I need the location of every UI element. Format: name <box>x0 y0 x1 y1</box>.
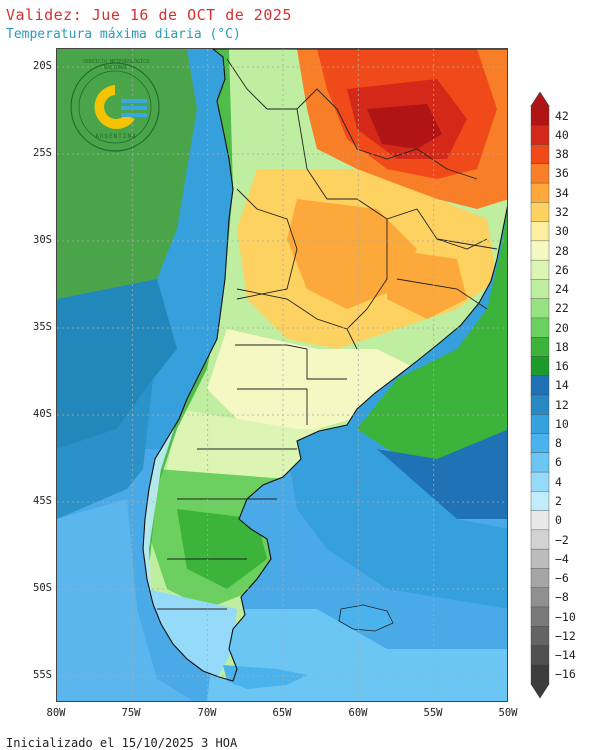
colorbar-tick-label: −12 <box>555 628 576 643</box>
colorbar-tick-label: 8 <box>555 436 562 451</box>
colorbar-swatch <box>530 645 550 666</box>
logo-bottom-caption: ARGENTINA <box>95 133 137 140</box>
colorbar-swatch <box>530 394 550 415</box>
colorbar-tick-label: −2 <box>555 532 569 547</box>
colorbar-tick-label: 38 <box>555 147 569 162</box>
colorbar-swatch <box>530 568 550 589</box>
colorbar-tick-label: 28 <box>555 243 569 258</box>
lon-label: 50W <box>498 707 518 719</box>
colorbar-swatch <box>530 626 550 646</box>
colorbar-tick-label: 36 <box>555 166 569 181</box>
colorbar-tick-label: 16 <box>555 359 569 374</box>
lon-label: 60W <box>348 707 368 719</box>
colorbar-swatch <box>530 221 550 242</box>
map-panel: SERVICIO METEOROLÓGICO NACIONAL ARGENTIN… <box>56 48 508 702</box>
lat-label: 20S <box>33 60 52 72</box>
colorbar-tick-label: 42 <box>555 108 569 123</box>
colorbar-tick-label: 4 <box>555 474 562 489</box>
grid-lines <box>57 49 507 701</box>
colorbar-swatch <box>530 452 550 473</box>
map-title: Validez: Jue 16 de OCT de 2025 <box>6 6 292 24</box>
colorbar-tick-label: 30 <box>555 224 569 239</box>
colorbar-swatch <box>530 163 550 184</box>
colorbar-swatch <box>530 279 550 300</box>
island-shape <box>338 604 394 632</box>
colorbar-arrow-top <box>530 92 550 107</box>
lon-label: 65W <box>272 707 292 719</box>
colorbar-tick-label: 24 <box>555 282 569 297</box>
colorbar-swatch <box>530 375 550 396</box>
colorbar-tick-label: −6 <box>555 571 569 586</box>
colorbar-tick-label: 32 <box>555 204 569 219</box>
colorbar-tick-label: 14 <box>555 378 569 393</box>
ocean-atlantic-warm <box>357 211 507 479</box>
colorbar-tick-label: −4 <box>555 551 569 566</box>
colorbar-tick-label: −10 <box>555 609 576 624</box>
political-borders <box>157 58 498 610</box>
colorbar-swatch <box>530 317 550 338</box>
colorbar-tick-label: 20 <box>555 320 569 335</box>
lat-label: 25S <box>33 147 52 159</box>
init-time-footer: Inicializado el 15/10/2025 3 HOA <box>6 736 238 750</box>
ocean-atlantic-band <box>287 449 507 609</box>
colorbar-swatch <box>530 125 550 146</box>
colorbar-tick-label: 6 <box>555 455 562 470</box>
lon-label: 70W <box>197 707 217 719</box>
colorbar-swatch <box>530 587 550 608</box>
ocean-north-pacific <box>57 49 197 309</box>
colorbar-swatch <box>530 433 550 454</box>
colorbar-swatch <box>530 664 550 685</box>
colorbar <box>530 92 550 698</box>
map-subtitle: Temperatura máxima diaria (°C) <box>6 27 241 42</box>
colorbar-arrow-bottom <box>530 683 550 698</box>
colorbar-swatch <box>530 471 550 492</box>
colorbar-swatch <box>530 548 550 569</box>
lat-label: 45S <box>33 495 52 507</box>
lat-label: 30S <box>33 234 52 246</box>
smn-logo <box>70 62 160 152</box>
ocean-south-pacific <box>57 499 194 701</box>
ocean-atlantic-cool <box>377 429 507 519</box>
colorbar-tick-label: 40 <box>555 127 569 142</box>
lon-label: 55W <box>423 707 443 719</box>
colorbar-tick-label: 22 <box>555 301 569 316</box>
colorbar-tick-label: 12 <box>555 397 569 412</box>
colorbar-swatch <box>530 336 550 357</box>
lat-label: 40S <box>33 408 52 420</box>
colorbar-tick-label: 26 <box>555 262 569 277</box>
colorbar-swatch <box>530 182 550 203</box>
tierra-del-fuego <box>223 665 307 689</box>
colorbar-swatch <box>530 144 550 165</box>
colorbar-tick-label: 2 <box>555 493 562 508</box>
colorbar-swatch <box>530 606 550 627</box>
colorbar-tick-label: −16 <box>555 667 576 682</box>
colorbar-swatch <box>530 259 550 280</box>
colorbar-swatch <box>530 240 550 261</box>
temperature-map <box>57 49 507 701</box>
colorbar-swatch <box>530 491 550 512</box>
colorbar-swatch <box>530 414 550 435</box>
colorbar-tick-label: 0 <box>555 513 562 528</box>
ocean-mid-pacific <box>57 279 177 449</box>
colorbar-swatch <box>530 202 550 223</box>
colorbar-tick-label: 18 <box>555 339 569 354</box>
ocean-band-12 <box>57 379 153 519</box>
colorbar-swatch <box>530 105 550 126</box>
colorbar-swatch <box>530 510 550 531</box>
lat-label: 35S <box>33 321 52 333</box>
colorbar-tick-label: −8 <box>555 590 569 605</box>
lat-label: 55S <box>33 669 52 681</box>
logo-caption: SERVICIO METEOROLÓGICO NACIONAL <box>82 59 150 71</box>
colorbar-swatch <box>530 529 550 550</box>
lon-label: 80W <box>46 707 66 719</box>
colorbar-swatch <box>530 298 550 319</box>
colorbar-swatch <box>530 356 550 377</box>
lat-label: 50S <box>33 582 52 594</box>
colorbar-tick-label: 34 <box>555 185 569 200</box>
lon-label: 75W <box>121 707 141 719</box>
colorbar-tick-label: −14 <box>555 648 576 663</box>
colorbar-tick-label: 10 <box>555 416 569 431</box>
